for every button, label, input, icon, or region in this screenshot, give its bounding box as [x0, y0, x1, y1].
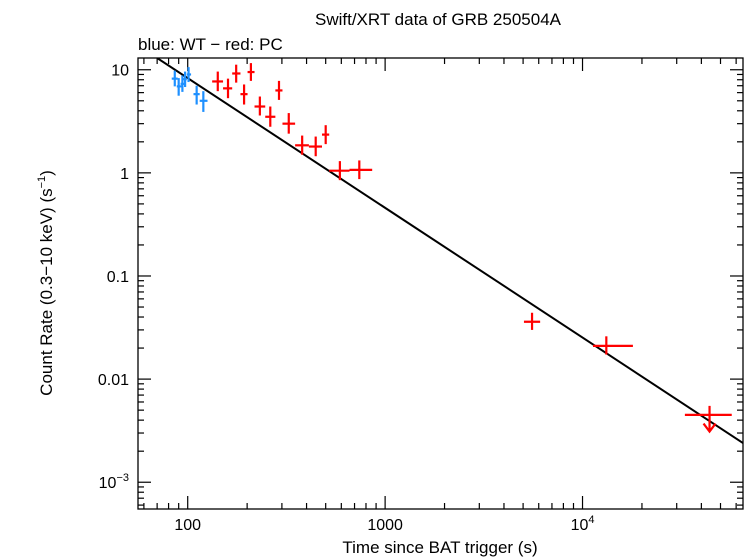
- upper-limit-arrow: [702, 422, 717, 434]
- data-point: [171, 70, 178, 87]
- data-point: [295, 135, 309, 155]
- y-axis-label-close: ): [37, 170, 56, 176]
- chart-subtitle: blue: WT − red: PC: [138, 35, 283, 54]
- axis-ticks: [138, 58, 743, 509]
- data-point: [193, 85, 200, 105]
- data-point: [232, 64, 241, 83]
- x-tick-label: 104: [571, 514, 595, 534]
- data-point: [329, 161, 350, 181]
- y-tick-label: 1: [120, 166, 129, 183]
- plot-frame: [137, 57, 744, 510]
- data-point: [322, 125, 330, 145]
- y-tick-label: 10: [111, 63, 129, 80]
- data-point: [223, 78, 233, 99]
- y-axis-label: Count Rate (0.3−10 keV) (s−1): [36, 170, 56, 396]
- data-series: [171, 63, 732, 434]
- data-point: [308, 136, 323, 157]
- data-point: [349, 160, 373, 180]
- data-point: [254, 96, 266, 116]
- fit-line: [156, 58, 743, 444]
- y-tick-label: 0.1: [107, 269, 129, 286]
- data-point: [275, 80, 283, 100]
- data-point: [212, 71, 224, 92]
- chart-title: Swift/XRT data of GRB 250504A: [315, 10, 562, 29]
- x-tick-label: 1000: [367, 517, 403, 534]
- data-point: [593, 336, 633, 355]
- data-point: [180, 75, 185, 92]
- data-point: [240, 84, 248, 105]
- y-axis-label-main: Count Rate (0.3−10 keV) (s: [37, 188, 56, 395]
- data-point: [176, 78, 182, 96]
- data-point: [186, 67, 192, 83]
- series-wt: [171, 67, 208, 112]
- upper-limit-point: [684, 405, 732, 434]
- y-tick-label: 10−3: [99, 472, 129, 492]
- y-axis-label-superscript: −1: [36, 176, 48, 189]
- x-tick-label: 100: [174, 517, 201, 534]
- data-point: [523, 312, 541, 330]
- plot-area: [156, 58, 743, 444]
- data-point: [183, 71, 187, 88]
- data-point: [282, 113, 296, 134]
- x-tick-labels: 100 1000 104: [174, 514, 594, 534]
- data-point: [247, 63, 255, 81]
- series-pc: [212, 63, 732, 434]
- y-tick-label: 0.01: [98, 372, 129, 389]
- y-tick-labels: 10 1 0.1 0.01 10−3: [98, 63, 129, 492]
- data-point: [265, 106, 276, 127]
- data-point: [199, 91, 208, 112]
- x-axis-label: Time since BAT trigger (s): [342, 538, 537, 557]
